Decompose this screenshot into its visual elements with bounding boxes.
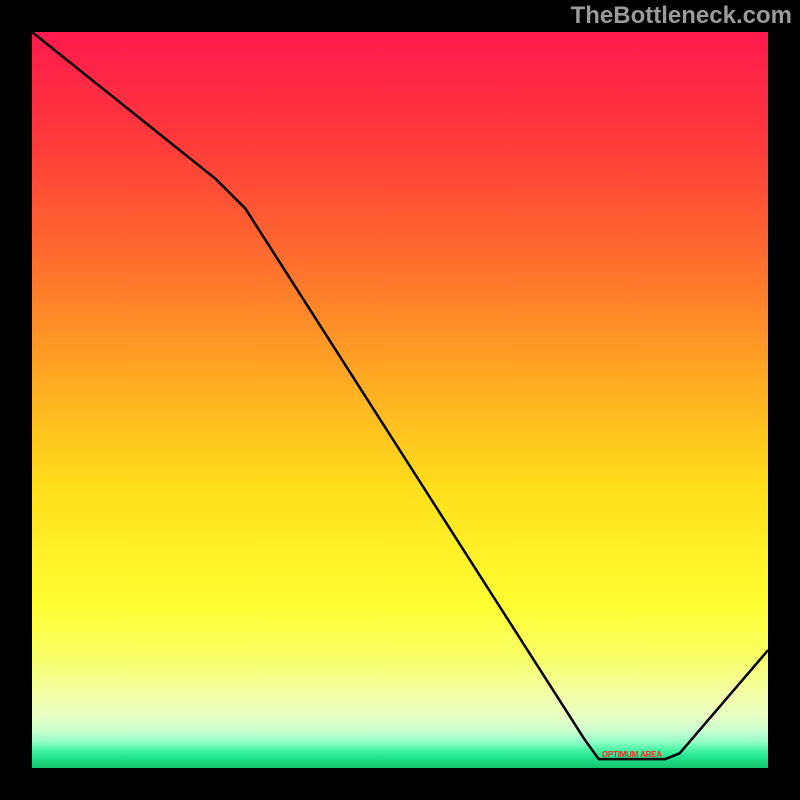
bottleneck-curve [32, 32, 768, 768]
plot-area: OPTIMUM AREA [32, 32, 768, 768]
optimum-label: OPTIMUM AREA [602, 750, 662, 759]
watermark-text: TheBottleneck.com [571, 2, 792, 30]
curve-path [32, 32, 768, 759]
